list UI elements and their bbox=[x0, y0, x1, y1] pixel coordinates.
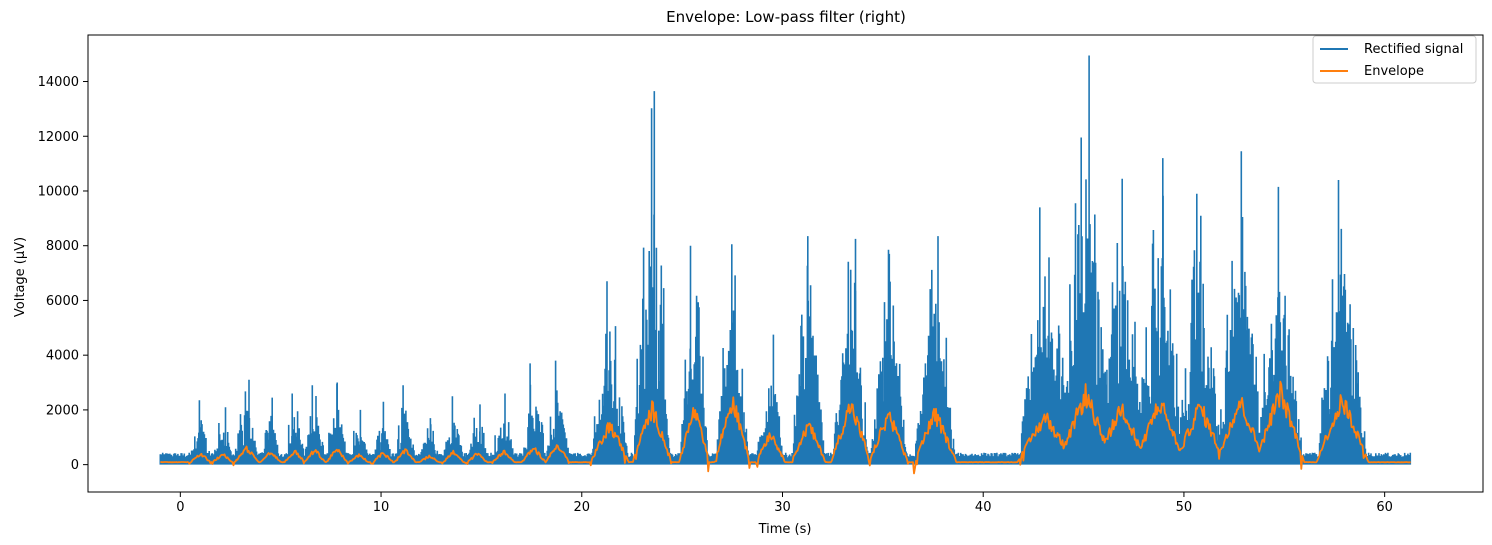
legend-label-rectified: Rectified signal bbox=[1364, 42, 1463, 57]
y-tick-label: 2000 bbox=[46, 403, 79, 418]
y-tick-label: 12000 bbox=[38, 130, 79, 145]
envelope-series bbox=[160, 380, 1411, 475]
y-tick-label: 0 bbox=[71, 458, 79, 473]
x-tick-label: 60 bbox=[1376, 500, 1393, 515]
plot-area bbox=[159, 55, 1412, 475]
x-tick-label: 50 bbox=[1176, 500, 1193, 515]
y-tick-label: 8000 bbox=[46, 239, 79, 254]
y-tick-label: 6000 bbox=[46, 294, 79, 309]
legend-label-envelope: Envelope bbox=[1364, 64, 1424, 79]
x-tick-label: 10 bbox=[373, 500, 390, 515]
y-axis-label: Voltage (μV) bbox=[13, 237, 28, 317]
x-tick-label: 40 bbox=[975, 500, 992, 515]
y-tick-label: 14000 bbox=[38, 75, 79, 90]
legend: Rectified signal Envelope bbox=[1312, 35, 1477, 84]
axes: 0 10 20 30 40 50 60 0 2000 4000 6000 8000 10000 12000… bbox=[38, 34, 1484, 515]
x-tick-label: 30 bbox=[774, 500, 791, 515]
axes-frame bbox=[87, 34, 1484, 493]
legend-box bbox=[1312, 35, 1477, 84]
y-tick-label: 10000 bbox=[38, 184, 79, 199]
y-tick-label: 4000 bbox=[46, 349, 79, 364]
x-axis-label: Time (s) bbox=[758, 522, 812, 537]
x-tick-label: 0 bbox=[176, 500, 184, 515]
chart-title: Envelope: Low-pass filter (right) bbox=[666, 8, 906, 26]
x-tick-label: 20 bbox=[573, 500, 590, 515]
